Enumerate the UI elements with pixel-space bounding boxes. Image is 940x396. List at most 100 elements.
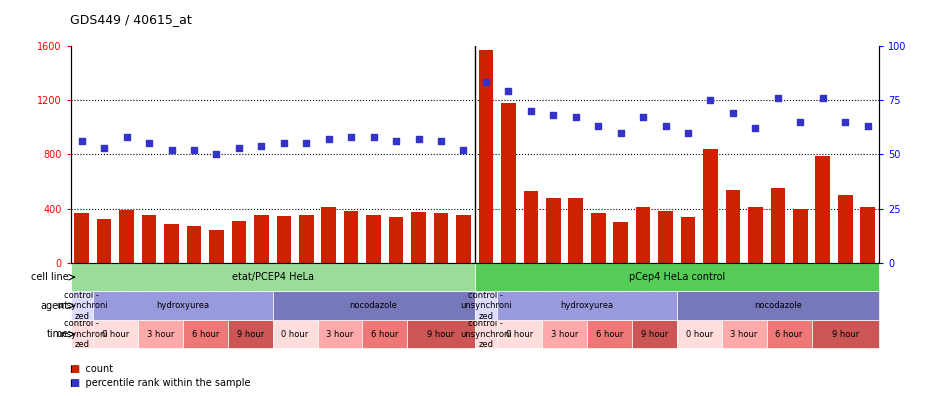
- Point: [119, 134, 134, 140]
- Bar: [74, 213, 89, 263]
- Text: 0 hour: 0 hour: [685, 330, 713, 339]
- Bar: [478, 50, 494, 263]
- Text: ■  percentile rank within the sample: ■ percentile rank within the sample: [70, 378, 251, 388]
- Point: [254, 143, 269, 149]
- Text: etat/PCEP4 HeLa: etat/PCEP4 HeLa: [231, 272, 314, 282]
- Text: 6 hour: 6 hour: [371, 330, 399, 339]
- Bar: [677, 291, 879, 320]
- Bar: [658, 211, 673, 263]
- Text: 0 hour: 0 hour: [506, 330, 533, 339]
- Bar: [475, 291, 497, 320]
- Text: nocodazole: nocodazole: [754, 301, 802, 310]
- Text: 9 hour: 9 hour: [428, 330, 455, 339]
- Bar: [412, 212, 426, 263]
- Bar: [860, 207, 875, 263]
- Bar: [187, 226, 201, 263]
- Bar: [475, 320, 497, 348]
- Bar: [497, 291, 677, 320]
- Text: 0 hour: 0 hour: [281, 330, 308, 339]
- Point: [771, 95, 786, 101]
- Bar: [793, 209, 807, 263]
- Bar: [299, 215, 314, 263]
- Text: time: time: [46, 329, 69, 339]
- Bar: [811, 320, 879, 348]
- Bar: [635, 207, 650, 263]
- Bar: [70, 291, 93, 320]
- Bar: [838, 195, 853, 263]
- Text: ■  count: ■ count: [70, 364, 114, 374]
- Text: control -
unsynchroni
zed: control - unsynchroni zed: [55, 291, 107, 321]
- Text: GDS449 / 40615_at: GDS449 / 40615_at: [70, 13, 193, 26]
- Point: [231, 145, 246, 151]
- Point: [524, 108, 539, 114]
- Bar: [587, 320, 632, 348]
- Bar: [138, 320, 182, 348]
- Bar: [501, 103, 516, 263]
- Text: hydroxyurea: hydroxyurea: [156, 301, 210, 310]
- Point: [74, 138, 89, 145]
- Point: [433, 138, 448, 145]
- Text: control -
unsynchroni
zed: control - unsynchroni zed: [460, 319, 511, 349]
- Bar: [726, 190, 740, 263]
- Bar: [119, 210, 133, 263]
- Bar: [164, 224, 179, 263]
- Point: [792, 118, 807, 125]
- Point: [860, 123, 875, 129]
- Text: 9 hour: 9 hour: [641, 330, 668, 339]
- Bar: [231, 221, 246, 263]
- Text: 9 hour: 9 hour: [832, 330, 859, 339]
- Point: [546, 112, 561, 118]
- Bar: [344, 211, 358, 263]
- Bar: [497, 320, 542, 348]
- Bar: [681, 217, 696, 263]
- Bar: [407, 320, 475, 348]
- Text: 9 hour: 9 hour: [237, 330, 264, 339]
- Bar: [632, 320, 677, 348]
- Bar: [569, 198, 583, 263]
- Bar: [433, 213, 448, 263]
- Bar: [614, 221, 628, 263]
- Point: [838, 118, 853, 125]
- Bar: [93, 291, 273, 320]
- Bar: [227, 320, 273, 348]
- Point: [186, 147, 201, 153]
- Bar: [318, 320, 363, 348]
- Text: control -
unsynchroni
zed: control - unsynchroni zed: [55, 319, 107, 349]
- Bar: [677, 320, 722, 348]
- Text: 6 hour: 6 hour: [596, 330, 623, 339]
- Point: [613, 129, 628, 136]
- Point: [478, 79, 494, 86]
- Point: [276, 140, 291, 147]
- Text: 6 hour: 6 hour: [192, 330, 219, 339]
- Bar: [771, 188, 785, 263]
- Bar: [93, 320, 138, 348]
- Bar: [210, 230, 224, 263]
- Text: nocodazole: nocodazole: [350, 301, 398, 310]
- Bar: [142, 215, 156, 263]
- Point: [164, 147, 180, 153]
- Bar: [524, 191, 538, 263]
- Bar: [722, 320, 767, 348]
- Point: [703, 97, 718, 103]
- Bar: [321, 207, 336, 263]
- Point: [366, 134, 382, 140]
- Bar: [254, 215, 269, 263]
- Text: hydroxyurea: hydroxyurea: [560, 301, 614, 310]
- Bar: [70, 320, 93, 348]
- Text: 3 hour: 3 hour: [326, 330, 353, 339]
- Text: pCep4 HeLa control: pCep4 HeLa control: [629, 272, 725, 282]
- Text: 6 hour: 6 hour: [776, 330, 803, 339]
- Point: [748, 125, 763, 131]
- Bar: [70, 263, 475, 291]
- Text: 3 hour: 3 hour: [730, 330, 758, 339]
- Text: ■: ■: [70, 378, 80, 388]
- Point: [142, 140, 157, 147]
- Text: ■: ■: [70, 364, 80, 374]
- Bar: [389, 217, 403, 263]
- Point: [411, 136, 426, 142]
- Bar: [767, 320, 811, 348]
- Text: 0 hour: 0 hour: [102, 330, 129, 339]
- Point: [681, 129, 696, 136]
- Bar: [273, 320, 318, 348]
- Bar: [703, 149, 718, 263]
